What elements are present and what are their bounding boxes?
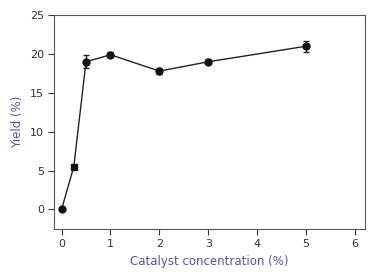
- X-axis label: Catalyst concentration (%): Catalyst concentration (%): [130, 255, 289, 268]
- Y-axis label: Yield (%): Yield (%): [11, 96, 24, 148]
